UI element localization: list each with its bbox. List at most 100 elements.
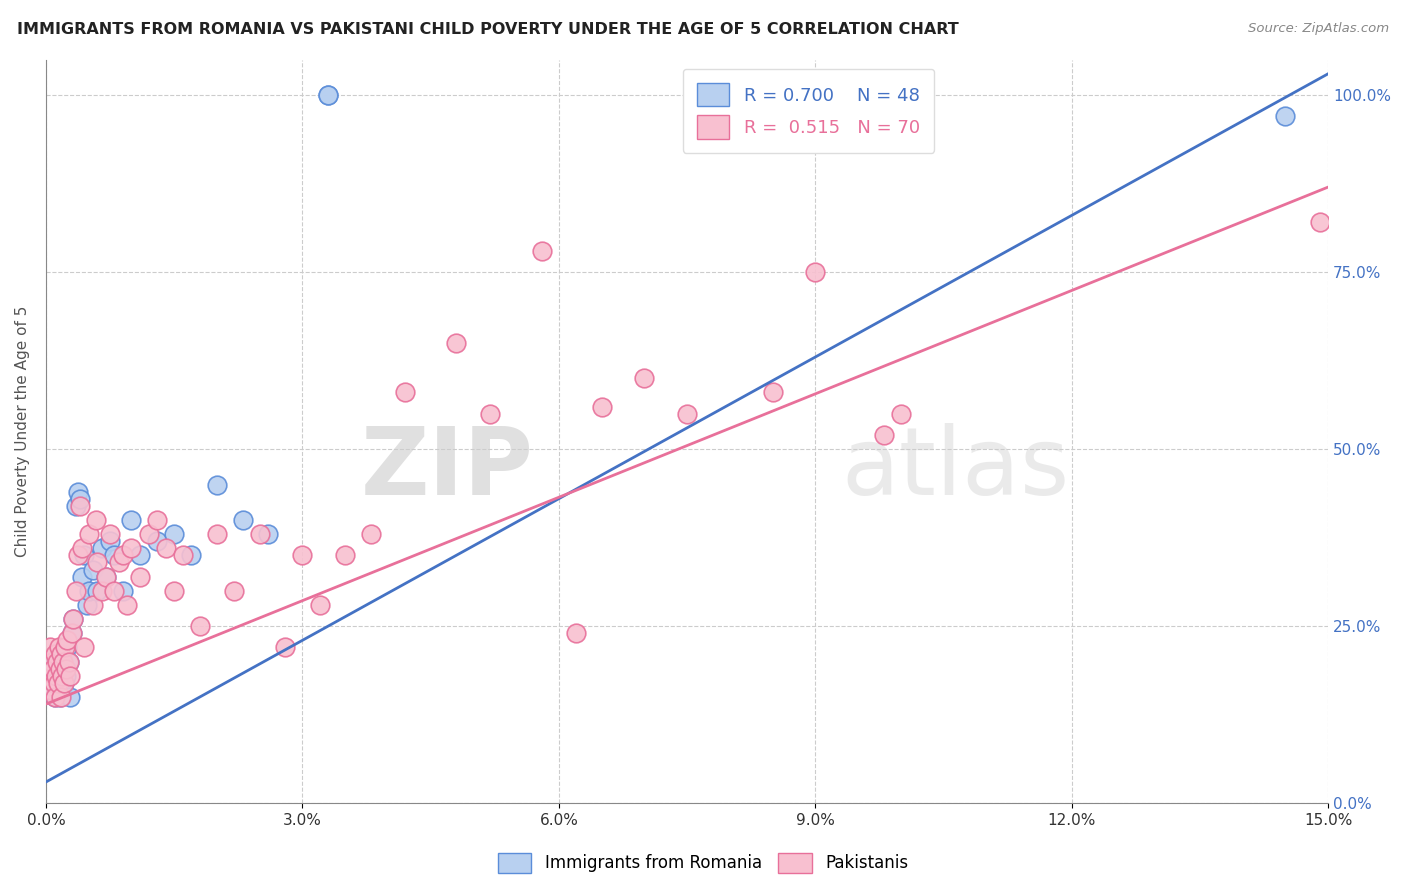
Y-axis label: Child Poverty Under the Age of 5: Child Poverty Under the Age of 5: [15, 306, 30, 558]
Point: [111, 549, 134, 563]
Point: [69, 491, 91, 506]
Point: [77, 527, 100, 541]
Point: [56, 633, 79, 648]
Point: [86, 583, 108, 598]
Point: [633, 371, 655, 385]
Point: [60, 626, 83, 640]
Point: [62, 612, 84, 626]
Point: [44, 648, 66, 662]
Point: [51, 669, 73, 683]
Point: [67, 549, 90, 563]
Point: [46, 655, 69, 669]
Point: [70, 569, 93, 583]
Point: [42, 662, 65, 676]
Point: [146, 534, 169, 549]
Point: [257, 527, 280, 541]
Point: [86, 556, 108, 570]
Point: [38, 669, 60, 683]
Point: [129, 549, 152, 563]
Point: [82, 562, 104, 576]
Point: [48, 690, 70, 704]
Point: [1309, 215, 1331, 229]
Point: [44, 690, 66, 704]
Point: [591, 400, 613, 414]
Point: [205, 527, 228, 541]
Point: [163, 583, 186, 598]
Point: [316, 88, 339, 103]
Point: [138, 527, 160, 541]
Point: [56, 640, 79, 655]
Point: [180, 549, 202, 563]
Point: [163, 527, 186, 541]
Point: [55, 662, 77, 676]
Point: [84, 513, 107, 527]
Point: [73, 549, 96, 563]
Point: [48, 662, 70, 676]
Point: [274, 640, 297, 655]
Point: [103, 583, 125, 598]
Point: [46, 682, 69, 697]
Point: [52, 675, 75, 690]
Point: [98, 534, 121, 549]
Point: [46, 662, 69, 676]
Point: [90, 541, 112, 556]
Point: [69, 499, 91, 513]
Point: [42, 675, 65, 690]
Point: [76, 598, 98, 612]
Point: [205, 477, 228, 491]
Point: [39, 640, 62, 655]
Point: [44, 655, 66, 669]
Point: [51, 669, 73, 683]
Point: [48, 640, 70, 655]
Point: [232, 513, 254, 527]
Point: [111, 583, 134, 598]
Point: [107, 556, 129, 570]
Point: [146, 513, 169, 527]
Point: [446, 335, 468, 350]
Point: [188, 619, 211, 633]
Point: [479, 407, 502, 421]
Legend: Immigrants from Romania, Pakistanis: Immigrants from Romania, Pakistanis: [491, 847, 915, 880]
Point: [70, 541, 93, 556]
Point: [53, 640, 76, 655]
Point: [65, 583, 87, 598]
Point: [129, 569, 152, 583]
Point: [316, 88, 339, 103]
Point: [41, 682, 63, 697]
Point: [55, 669, 77, 683]
Point: [172, 549, 194, 563]
Point: [360, 527, 382, 541]
Point: [1274, 109, 1296, 123]
Point: [52, 675, 75, 690]
Point: [291, 549, 314, 563]
Point: [94, 569, 117, 583]
Point: [53, 662, 76, 676]
Point: [103, 549, 125, 563]
Point: [46, 675, 69, 690]
Point: [530, 244, 553, 258]
Point: [58, 655, 80, 669]
Point: [39, 682, 62, 697]
Point: [51, 648, 73, 662]
Point: [44, 690, 66, 704]
Point: [59, 669, 82, 683]
Point: [49, 648, 72, 662]
Point: [890, 407, 912, 421]
Point: [222, 583, 245, 598]
Point: [51, 682, 73, 697]
Point: [42, 675, 65, 690]
Legend: R = 0.700    N = 48, R =  0.515   N = 70: R = 0.700 N = 48, R = 0.515 N = 70: [682, 69, 935, 153]
Point: [82, 598, 104, 612]
Point: [41, 655, 63, 669]
Point: [761, 385, 783, 400]
Point: [872, 428, 894, 442]
Point: [62, 612, 84, 626]
Point: [804, 265, 827, 279]
Point: [59, 690, 82, 704]
Text: IMMIGRANTS FROM ROMANIA VS PAKISTANI CHILD POVERTY UNDER THE AGE OF 5 CORRELATIO: IMMIGRANTS FROM ROMANIA VS PAKISTANI CHI…: [17, 22, 959, 37]
Point: [48, 675, 70, 690]
Point: [77, 583, 100, 598]
Point: [394, 385, 416, 400]
Point: [120, 541, 142, 556]
Point: [120, 513, 142, 527]
